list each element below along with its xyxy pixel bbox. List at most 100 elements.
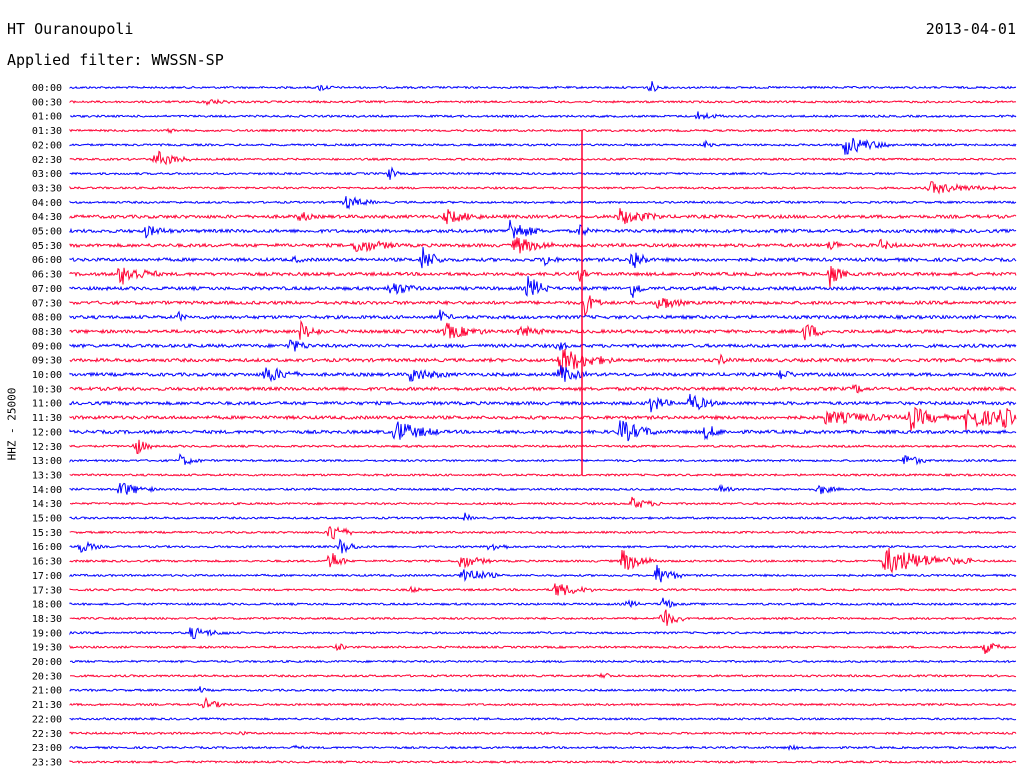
trace-row-0700: [69, 276, 1017, 298]
row-time-label: 04:00: [32, 198, 62, 209]
row-time-label: 19:00: [32, 628, 62, 639]
trace-row-1830: [69, 609, 1017, 626]
row-time-label: 10:00: [32, 370, 62, 381]
trace-row-0730: [69, 295, 1017, 317]
row-time-label: 12:30: [32, 442, 62, 453]
trace-row-0100: [69, 111, 1017, 121]
row-time-label: 11:30: [32, 413, 62, 424]
trace-row-2000: [69, 659, 1016, 664]
trace-row-1800: [69, 597, 1017, 609]
trace-row-0800: [69, 309, 1017, 322]
trace-row-0930: [69, 348, 1017, 375]
trace-row-2030: [69, 672, 1017, 679]
trace-row-1900: [69, 627, 1017, 640]
row-time-label: 17:00: [32, 571, 62, 582]
trace-row-1530: [69, 525, 1017, 540]
row-time-label: 00:30: [32, 97, 62, 108]
trace-row-0530: [69, 237, 1017, 254]
trace-row-2130: [69, 696, 1017, 709]
trace-row-2230: [69, 730, 1017, 736]
trace-row-0130: [69, 127, 1017, 135]
trace-row-0030: [69, 98, 1017, 106]
trace-row-1400: [69, 482, 1017, 495]
row-time-label: 14:00: [32, 485, 62, 496]
row-time-label: 12:00: [32, 427, 62, 438]
row-time-label: 16:00: [32, 542, 62, 553]
row-time-label: 02:00: [32, 140, 62, 151]
trace-row-0400: [69, 196, 1017, 210]
row-time-label: 07:30: [32, 298, 62, 309]
trace-row-1430: [70, 496, 1017, 509]
row-time-label: 01:30: [32, 126, 62, 137]
trace-row-2330: [69, 759, 1017, 764]
row-time-label: 03:30: [32, 183, 62, 194]
trace-row-0500: [69, 219, 1017, 239]
trace-row-0630: [69, 265, 1017, 288]
row-time-label: 14:30: [32, 499, 62, 510]
row-time-label: 20:00: [32, 657, 62, 668]
trace-row-0200: [69, 137, 1017, 155]
trace-row-1300: [69, 453, 1017, 466]
row-time-label: 08:30: [32, 327, 62, 338]
row-time-label: 07:00: [32, 284, 62, 295]
trace-row-0000: [69, 81, 1017, 93]
row-time-label: 18:30: [32, 614, 62, 625]
row-time-label: 05:00: [32, 227, 62, 238]
row-time-label: 15:00: [32, 514, 62, 525]
row-time-label: 06:30: [32, 270, 62, 281]
trace-row-0900: [69, 339, 1017, 352]
row-time-label: 06:00: [32, 255, 62, 266]
station-title: HT Ouranoupoli: [7, 20, 134, 38]
row-time-label: 19:30: [32, 643, 62, 654]
row-time-label: 23:30: [32, 757, 62, 768]
row-time-label: 08:00: [32, 313, 62, 324]
row-time-label: 03:00: [32, 169, 62, 180]
row-time-label: 00:00: [32, 83, 62, 94]
trace-row-0830: [69, 319, 1017, 341]
row-time-label: 11:00: [32, 399, 62, 410]
row-time-label: 23:00: [32, 743, 62, 754]
row-time-label: 21:00: [32, 686, 62, 697]
trace-row-1030: [69, 384, 1017, 394]
trace-row-2200: [69, 716, 1017, 722]
row-time-label: 01:00: [32, 112, 62, 123]
row-time-label: 02:30: [32, 155, 62, 166]
trace-row-0600: [69, 246, 1017, 269]
row-time-label: 04:30: [32, 212, 62, 223]
row-time-label: 22:00: [32, 714, 62, 725]
trace-row-1130: [69, 406, 1017, 431]
trace-row-1600: [69, 538, 1017, 554]
trace-row-0230: [69, 150, 1017, 166]
trace-row-1730: [69, 583, 1017, 596]
trace-row-1200: [69, 420, 1017, 442]
trace-row-1000: [69, 365, 1017, 383]
row-time-label: 09:00: [32, 341, 62, 352]
record-date: 2013-04-01: [925, 20, 1016, 38]
filter-label: Applied filter: WWSSN-SP: [7, 51, 224, 69]
trace-row-2100: [69, 686, 1017, 693]
trace-row-1630: [69, 547, 1017, 574]
trace-row-1500: [69, 512, 1017, 522]
row-time-label: 13:30: [32, 470, 62, 481]
trace-row-0300: [69, 166, 1017, 180]
trace-row-1330: [69, 472, 1017, 477]
row-time-label: 15:30: [32, 528, 62, 539]
row-time-label: 13:00: [32, 456, 62, 467]
row-time-label: 22:30: [32, 729, 62, 740]
row-time-label: 21:30: [32, 700, 62, 711]
trace-row-1230: [69, 439, 1016, 455]
row-time-label: 17:30: [32, 585, 62, 596]
trace-row-1930: [69, 642, 1017, 655]
row-time-label: 10:30: [32, 384, 62, 395]
row-time-label: 05:30: [32, 241, 62, 252]
trace-row-2300: [69, 744, 1017, 751]
trace-row-0330: [69, 181, 1017, 195]
row-time-label: 20:30: [32, 671, 62, 682]
row-time-label: 16:30: [32, 557, 62, 568]
trace-row-0430: [69, 208, 1017, 225]
trace-row-1100: [69, 393, 1017, 413]
row-time-label: 18:00: [32, 600, 62, 611]
trace-row-1700: [69, 564, 1017, 583]
row-time-label: 09:30: [32, 356, 62, 367]
